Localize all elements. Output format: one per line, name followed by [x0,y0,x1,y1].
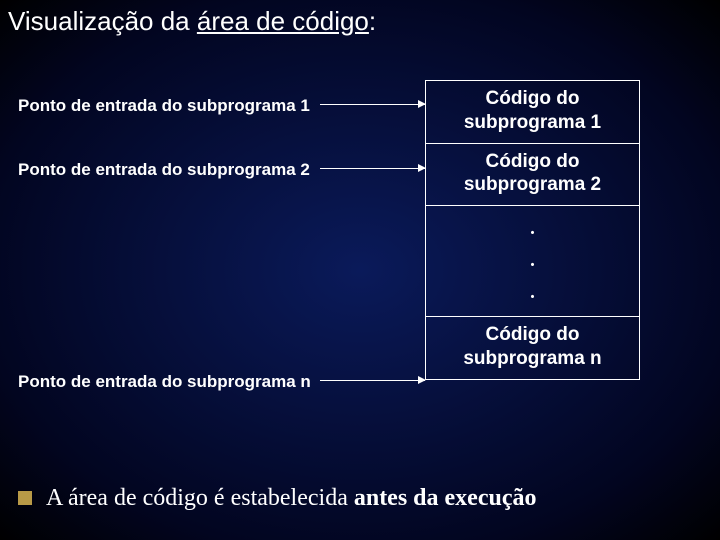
dot-1: . [530,218,535,240]
code-box-2-line2: subprograma 2 [464,174,601,195]
bullet-text: A área de código é estabelecida antes da… [46,485,536,512]
code-box-1-line2: subprograma 1 [464,112,601,133]
arrow-1 [320,104,425,105]
code-stack: Código do subprograma 1 Código do subpro… [425,80,640,380]
title-pre: Visualização da [8,6,197,36]
code-box-2-line1: Código do [486,151,580,172]
code-box-2: Código do subprograma 2 [425,144,640,207]
code-box-1: Código do subprograma 1 [425,80,640,144]
dots-box: . . . [425,206,640,316]
entry-label-1: Ponto de entrada do subprograma 1 [18,96,310,116]
bullet-row: A área de código é estabelecida antes da… [18,485,708,512]
dot-2: . [530,250,535,272]
bullet-bold: antes da execução [354,485,537,511]
code-box-n-line2: subprograma n [463,348,601,369]
bullet-square-icon [18,491,32,505]
title-post: : [369,6,376,36]
code-box-n-line1: Código do [486,324,580,345]
code-box-1-line1: Código do [486,88,580,109]
bullet-pre: A área de código é estabelecida [46,485,354,511]
code-box-n: Código do subprograma n [425,316,640,380]
page-title: Visualização da área de código: [8,6,376,37]
arrow-2 [320,168,425,169]
entry-label-n: Ponto de entrada do subprograma n [18,372,311,392]
title-underline: área de código [197,6,369,36]
dot-3: . [530,282,535,304]
entry-label-2: Ponto de entrada do subprograma 2 [18,160,310,180]
arrow-n [320,380,425,381]
